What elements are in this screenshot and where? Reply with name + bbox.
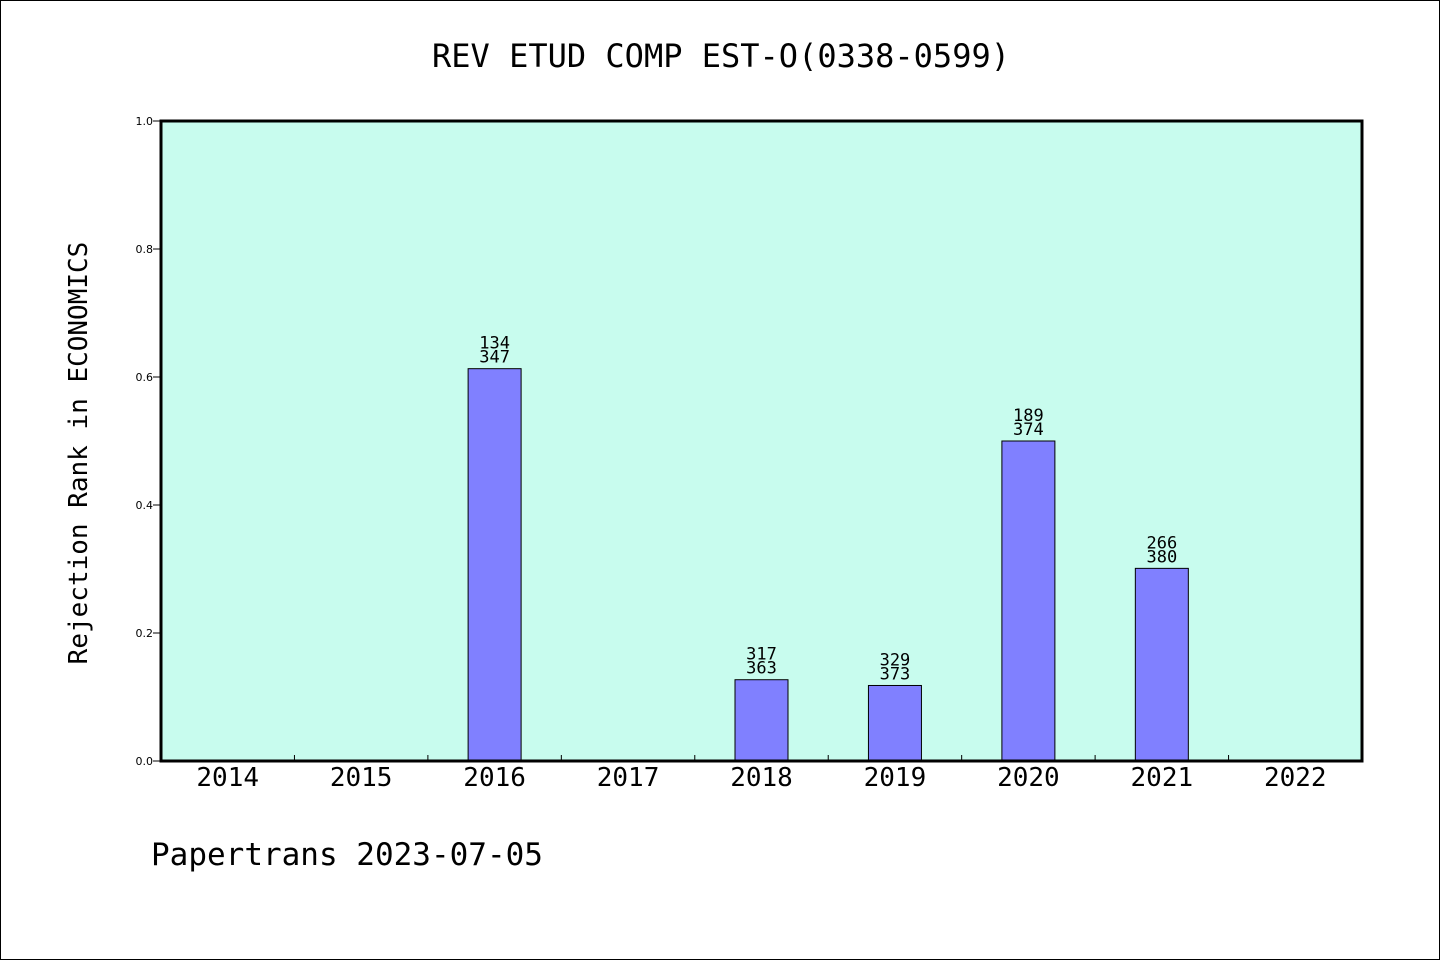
y-tick-label: 1.0 — [136, 115, 154, 128]
bar-label-total: 373 — [880, 664, 911, 684]
bar-label-rank: 317 — [746, 645, 777, 665]
x-tick-label: 2014 — [196, 763, 259, 793]
x-tick-label: 2015 — [330, 763, 393, 793]
y-tick-label: 0.4 — [136, 499, 154, 512]
bar — [734, 679, 789, 762]
x-tick-label: 2019 — [864, 763, 927, 793]
bar — [1134, 567, 1189, 762]
bar-label-total: 380 — [1146, 547, 1177, 567]
y-tick-label: 0.6 — [136, 371, 154, 384]
bar-label-rank: 189 — [1013, 406, 1044, 426]
x-tick-label: 2017 — [597, 763, 660, 793]
bar — [1001, 440, 1056, 762]
bar-label-rank: 266 — [1146, 533, 1177, 553]
bar-label-rank: 329 — [880, 650, 911, 670]
x-tick-label: 2021 — [1131, 763, 1194, 793]
chart-title: REV ETUD COMP EST-O(0338-0599) — [432, 37, 1010, 75]
y-tick-label: 0.2 — [136, 627, 154, 640]
bar — [867, 684, 922, 762]
bar-label-total: 363 — [746, 659, 777, 679]
y-tick-label: 0.8 — [136, 243, 154, 256]
x-tick-label: 2022 — [1264, 763, 1327, 793]
x-tick-label: 2018 — [730, 763, 793, 793]
x-tick-label: 2016 — [463, 763, 526, 793]
x-tick-label: 2020 — [997, 763, 1060, 793]
footer-credit: Papertrans 2023-07-05 — [151, 837, 543, 873]
bars — [467, 368, 1189, 762]
bar-label-total: 374 — [1013, 420, 1044, 440]
y-axis: 0.0 0.2 0.4 0.6 0.8 1.0 — [136, 115, 161, 768]
bar — [467, 368, 522, 762]
y-tick-label: 0.0 — [136, 755, 154, 768]
plot-border — [159, 119, 1364, 763]
x-axis: 2014 2015 2016 2017 2018 2019 2020 2021 2022 — [196, 755, 1327, 793]
y-axis-label: Rejection Rank in ECONOMICS — [64, 242, 94, 665]
bar-label-total: 347 — [479, 348, 510, 368]
bar-label-rank: 134 — [479, 334, 510, 354]
